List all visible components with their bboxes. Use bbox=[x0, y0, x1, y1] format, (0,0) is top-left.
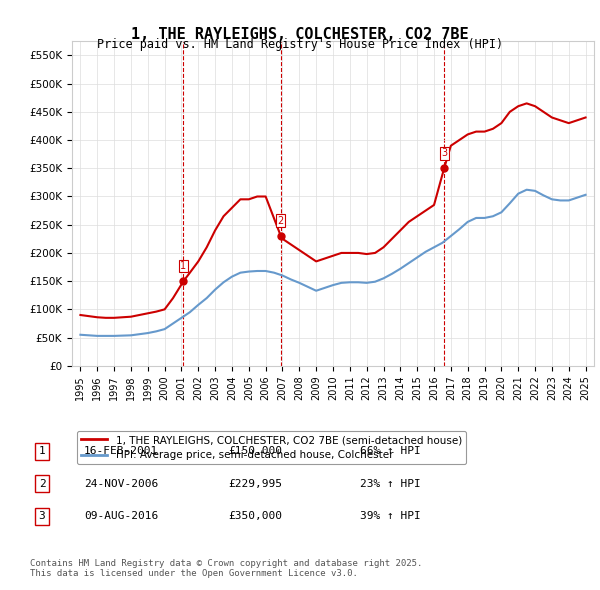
Text: 1: 1 bbox=[38, 447, 46, 456]
Text: 39% ↑ HPI: 39% ↑ HPI bbox=[360, 512, 421, 521]
Text: 09-AUG-2016: 09-AUG-2016 bbox=[84, 512, 158, 521]
Text: 66% ↑ HPI: 66% ↑ HPI bbox=[360, 447, 421, 456]
Text: £229,995: £229,995 bbox=[228, 479, 282, 489]
Text: 16-FEB-2001: 16-FEB-2001 bbox=[84, 447, 158, 456]
Text: £350,000: £350,000 bbox=[228, 512, 282, 521]
Text: 1, THE RAYLEIGHS, COLCHESTER, CO2 7BE: 1, THE RAYLEIGHS, COLCHESTER, CO2 7BE bbox=[131, 27, 469, 41]
Text: 3: 3 bbox=[441, 148, 447, 158]
Text: £150,000: £150,000 bbox=[228, 447, 282, 456]
Text: Price paid vs. HM Land Registry's House Price Index (HPI): Price paid vs. HM Land Registry's House … bbox=[97, 38, 503, 51]
Text: 24-NOV-2006: 24-NOV-2006 bbox=[84, 479, 158, 489]
Text: 2: 2 bbox=[38, 479, 46, 489]
Text: 2: 2 bbox=[278, 216, 284, 226]
Text: 3: 3 bbox=[38, 512, 46, 521]
Text: Contains HM Land Registry data © Crown copyright and database right 2025.
This d: Contains HM Land Registry data © Crown c… bbox=[30, 559, 422, 578]
Text: 1: 1 bbox=[181, 261, 187, 271]
Legend: 1, THE RAYLEIGHS, COLCHESTER, CO2 7BE (semi-detached house), HPI: Average price,: 1, THE RAYLEIGHS, COLCHESTER, CO2 7BE (s… bbox=[77, 431, 466, 464]
Text: 23% ↑ HPI: 23% ↑ HPI bbox=[360, 479, 421, 489]
